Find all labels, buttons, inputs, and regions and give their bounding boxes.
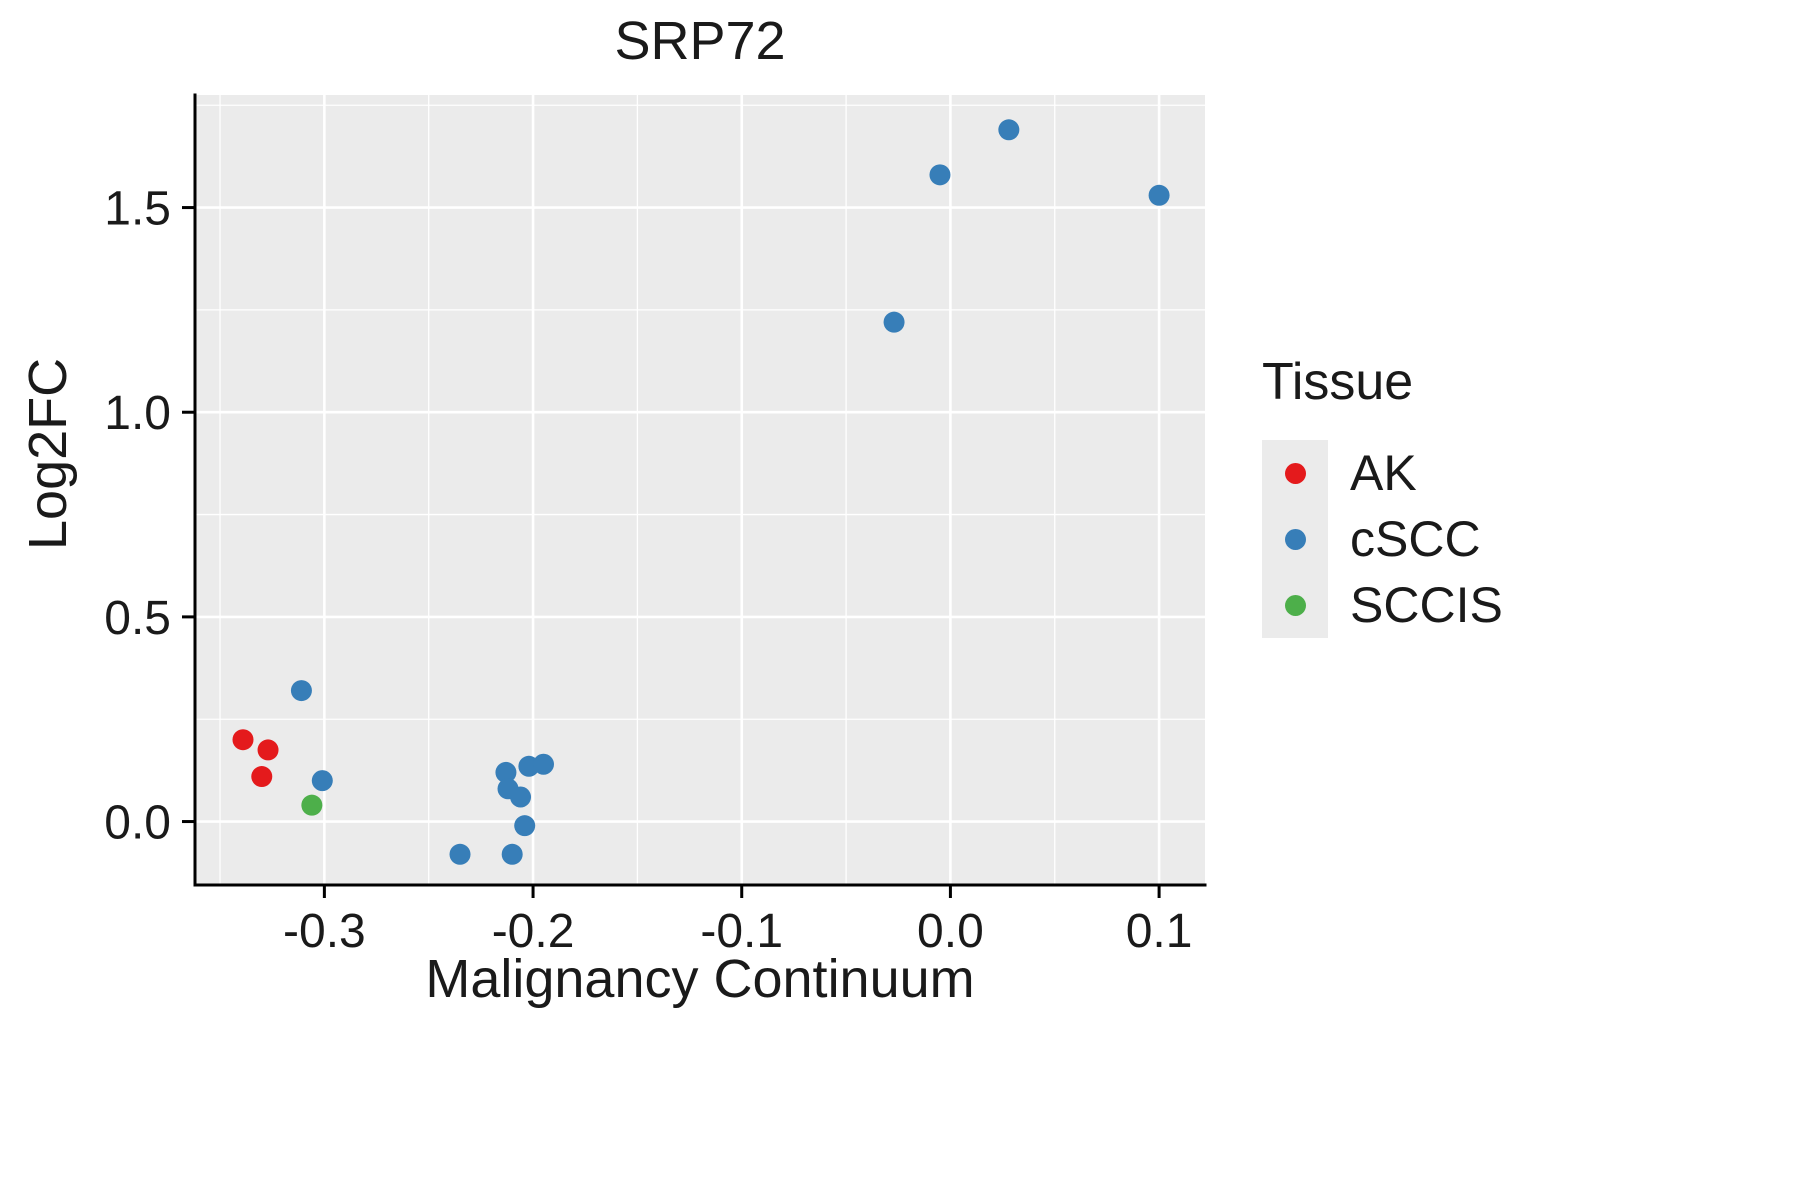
data-point-cscc: [929, 164, 951, 186]
data-point-cscc: [998, 119, 1020, 141]
legend-key-sccis: [1262, 572, 1328, 638]
data-point-cscc: [290, 680, 312, 702]
data-point-ak: [251, 766, 273, 788]
x-tick-label: -0.1: [700, 905, 783, 958]
data-point-cscc: [514, 815, 536, 837]
data-point-cscc: [495, 761, 517, 783]
legend-item-cscc: cSCC: [1262, 506, 1682, 572]
data-point-ak: [232, 729, 254, 751]
legend-swatch-sccis: [1284, 594, 1306, 616]
data-point-cscc: [532, 753, 554, 775]
x-tick-label: -0.2: [492, 905, 575, 958]
data-point-cscc: [501, 843, 523, 865]
y-tick-label: 1.5: [104, 183, 171, 236]
data-point-ak: [257, 739, 279, 761]
x-axis-title: Malignancy Continuum: [425, 949, 975, 1009]
legend-key-ak: [1262, 440, 1328, 506]
x-tick-label: 0.0: [917, 905, 984, 958]
legend-title: Tissue: [1262, 353, 1414, 411]
y-tick-label: 0.0: [104, 797, 171, 850]
legend-key-cscc: [1262, 506, 1328, 572]
legend-item-sccis: SCCIS: [1262, 572, 1682, 638]
legend-label-cscc: cSCC: [1350, 511, 1481, 567]
legend-label-ak: AK: [1350, 445, 1417, 501]
legend-swatch-ak: [1284, 462, 1306, 484]
legend-label-sccis: SCCIS: [1350, 577, 1503, 633]
y-tick-label: 0.5: [104, 592, 171, 645]
x-tick-label: 0.1: [1126, 905, 1193, 958]
data-point-sccis: [301, 794, 323, 816]
legend-item-ak: AK: [1262, 440, 1682, 506]
y-tick-label: 1.0: [104, 387, 171, 440]
legend-swatch-cscc: [1284, 528, 1306, 550]
chart-title: SRP72: [614, 11, 786, 71]
plot-panel: [195, 95, 1205, 885]
data-point-cscc: [510, 786, 532, 808]
x-tick-label: -0.3: [283, 905, 366, 958]
data-point-cscc: [883, 311, 905, 333]
legend-keys: AK cSCC SCCIS: [1262, 440, 1682, 638]
data-point-cscc: [1148, 184, 1170, 206]
data-point-cscc: [311, 770, 333, 792]
data-point-cscc: [449, 843, 471, 865]
legend: Tissue AK cSCC SCCIS: [1262, 352, 1682, 638]
